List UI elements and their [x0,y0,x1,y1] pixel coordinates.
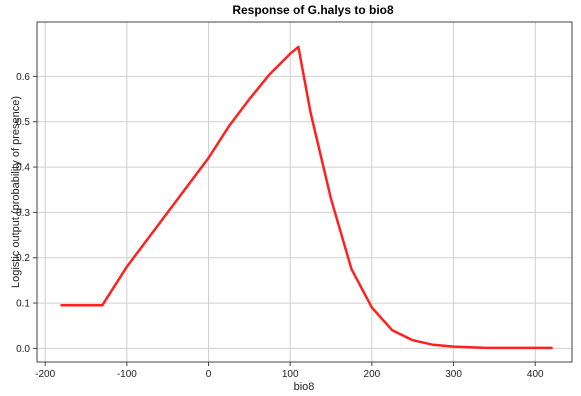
x-tick-label: 300 [445,369,462,380]
x-tick-label: -200 [35,369,55,380]
series-line [60,45,553,350]
y-tick-label: 0.0 [16,344,30,355]
y-tick-label: 0.2 [16,253,30,264]
y-tick-label: 0.4 [16,163,30,174]
y-tick-label: 0.3 [16,208,30,219]
x-tick-label: 400 [527,369,544,380]
x-tick-label: 200 [364,369,381,380]
y-tick-label: 0.5 [16,117,30,128]
y-tick-label: 0.6 [16,72,30,83]
x-tick-label: -100 [117,369,137,380]
x-tick-label: 0 [206,369,212,380]
y-axis-label: Logistic output (probability of presence… [10,96,22,288]
chart-title: Response of G.halys to bio8 [232,3,394,17]
plot-frame [36,21,573,363]
x-axis-label: bio8 [294,381,315,393]
x-tick-label: 100 [282,369,299,380]
series-group [60,45,553,350]
ticks: -200 -100 0 100 200 300 400 0.0 0.1 0.2 0.3 0.4 0.5 0… [16,72,544,380]
y-tick-label: 0.1 [16,299,30,310]
